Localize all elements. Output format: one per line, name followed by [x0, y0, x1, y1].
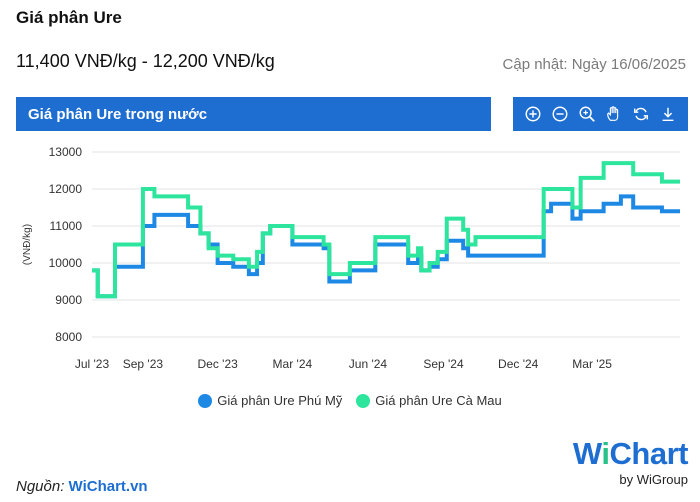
legend-item-phu-my[interactable]: Giá phân Ure Phú Mỹ: [198, 393, 342, 408]
chart-legend: Giá phân Ure Phú Mỹ Giá phân Ure Cà Mau: [0, 393, 700, 408]
y-tick-label: 9000: [55, 293, 82, 307]
y-tick-label: 10000: [49, 256, 83, 270]
pan-hand-icon[interactable]: [604, 104, 624, 124]
y-axis-label: (VNĐ/kg): [22, 224, 33, 265]
zoom-select-icon[interactable]: [577, 104, 597, 124]
legend-label-phu-my: Giá phân Ure Phú Mỹ: [217, 393, 343, 408]
x-tick-label: Sep '24: [423, 357, 464, 371]
x-tick-label: Jul '23: [75, 357, 110, 371]
y-tick-label: 11000: [50, 219, 83, 233]
zoom-out-icon[interactable]: [550, 104, 570, 124]
series-line-phu-my: [92, 194, 680, 299]
line-chart: 8000 9000 10000 11000 12000 13000 (VNĐ/kg) Jul …: [22, 145, 680, 371]
legend-marker-phu-my: [198, 393, 213, 408]
y-tick-label: 12000: [49, 182, 83, 196]
wichart-logo: WiChart by WiGroup: [572, 436, 689, 488]
x-tick-label: Mar '25: [572, 357, 612, 371]
series-line-ca-mau: [92, 161, 680, 299]
source-credit: Nguồn: WiChart.vn: [16, 478, 148, 495]
x-tick-label: Dec '24: [498, 357, 539, 371]
zoom-in-icon[interactable]: [523, 104, 543, 124]
logo-letter-i: i: [601, 436, 610, 471]
logo-byline: by WiGroup: [619, 472, 688, 487]
y-tick-label: 8000: [55, 330, 82, 344]
download-icon[interactable]: [658, 104, 678, 124]
legend-label-ca-mau: Giá phân Ure Cà Mau: [375, 393, 502, 408]
reset-icon[interactable]: [631, 104, 651, 124]
x-tick-label: Mar '24: [273, 357, 313, 371]
legend-item-ca-mau[interactable]: Giá phân Ure Cà Mau: [356, 393, 502, 408]
source-link[interactable]: WiChart.vn: [68, 478, 148, 495]
x-tick-label: Sep '23: [123, 357, 164, 371]
y-tick-label: 13000: [49, 145, 83, 159]
legend-marker-ca-mau: [356, 393, 371, 408]
x-tick-label: Jun '24: [349, 357, 388, 371]
updated-date: Cập nhật: Ngày 16/06/2025: [502, 56, 686, 73]
page-title: Giá phân Ure: [16, 8, 122, 27]
logo-word-chart: Chart: [609, 436, 689, 471]
x-tick-label: Dec '23: [197, 357, 238, 371]
logo-letter-w: W: [572, 436, 602, 471]
chart-header: Giá phân Ure trong nước: [16, 97, 491, 131]
price-range: 11,400 VNĐ/kg - 12,200 VNĐ/kg: [16, 51, 275, 71]
source-prefix: Nguồn:: [16, 478, 65, 495]
chart-title: Giá phân Ure trong nước: [28, 105, 208, 123]
chart-toolbar: [513, 97, 688, 131]
